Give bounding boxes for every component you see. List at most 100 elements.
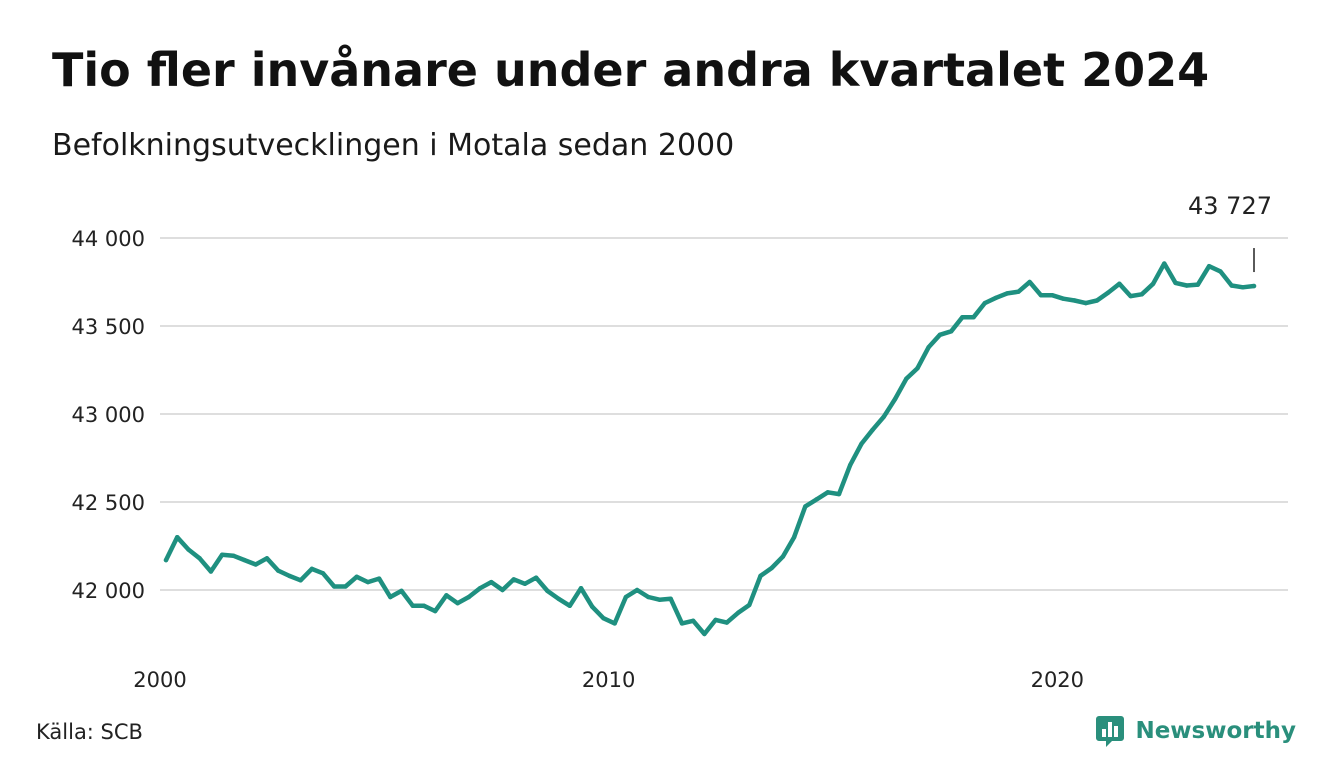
data-point xyxy=(892,396,898,402)
data-point xyxy=(960,315,965,320)
data-point xyxy=(1038,293,1044,298)
data-point xyxy=(1016,289,1021,294)
data-point xyxy=(444,593,449,598)
data-point xyxy=(1072,298,1077,303)
y-tick-label: 44 000 xyxy=(72,227,145,251)
data-point xyxy=(814,497,819,502)
data-point xyxy=(1083,300,1088,306)
data-point xyxy=(298,578,303,583)
series-line xyxy=(163,261,1257,637)
data-point xyxy=(982,300,988,306)
data-point xyxy=(1027,279,1032,285)
data-point xyxy=(1251,283,1257,289)
data-point xyxy=(320,571,326,576)
grid-lines xyxy=(160,237,1288,591)
data-point xyxy=(388,594,393,600)
data-point xyxy=(477,586,483,591)
data-point xyxy=(724,620,730,625)
data-point xyxy=(747,602,752,608)
data-point xyxy=(556,596,561,601)
data-point xyxy=(870,427,875,433)
last-value-label: 43 727 xyxy=(1188,192,1272,220)
data-point xyxy=(163,557,169,563)
data-point xyxy=(511,577,516,582)
data-point xyxy=(500,587,505,593)
data-point xyxy=(275,568,281,573)
data-point xyxy=(242,557,247,563)
brand-logo[interactable]: Newsworthy xyxy=(1095,713,1296,749)
data-point xyxy=(904,376,909,381)
chart-subtitle: Befolkningsutvecklingen i Motala sedan 2… xyxy=(52,128,735,163)
data-point xyxy=(836,491,842,497)
data-point xyxy=(1240,285,1245,290)
y-tick-label: 42 500 xyxy=(72,491,145,515)
data-point xyxy=(186,547,191,552)
data-point xyxy=(623,594,629,600)
data-point xyxy=(612,621,617,626)
data-point xyxy=(702,631,707,637)
data-point xyxy=(489,579,494,585)
data-point xyxy=(1061,296,1066,301)
data-point xyxy=(993,295,999,301)
data-point xyxy=(1184,283,1189,288)
brand-name: Newsworthy xyxy=(1135,718,1296,744)
newsworthy-logo-icon xyxy=(1096,716,1125,747)
data-point xyxy=(522,581,528,587)
data-point xyxy=(343,584,348,589)
data-point xyxy=(455,601,460,606)
data-point xyxy=(646,594,651,600)
series-layer xyxy=(163,261,1257,637)
data-point xyxy=(410,603,415,609)
data-point xyxy=(926,344,931,350)
x-tick-label: 2020 xyxy=(1031,668,1084,692)
data-point xyxy=(332,584,337,589)
data-point xyxy=(354,574,359,579)
data-point xyxy=(1128,293,1133,299)
data-point xyxy=(590,604,595,609)
data-point xyxy=(421,603,427,609)
data-point xyxy=(713,617,718,623)
data-point xyxy=(365,579,371,585)
data-point xyxy=(881,414,887,419)
data-point xyxy=(803,504,808,509)
x-tick-label: 2000 xyxy=(133,668,186,692)
data-point xyxy=(466,594,472,600)
data-point xyxy=(1150,281,1156,286)
data-point xyxy=(1229,283,1234,288)
data-point xyxy=(1218,269,1223,274)
data-point xyxy=(915,366,920,371)
data-point xyxy=(376,576,382,581)
data-point xyxy=(971,315,976,320)
source-note: Källa: SCB xyxy=(36,720,143,744)
data-point xyxy=(601,615,606,621)
data-point xyxy=(679,621,685,626)
data-point xyxy=(769,565,774,571)
last-value-annotation: 43 727 xyxy=(1188,192,1272,273)
data-point xyxy=(219,552,225,557)
data-point xyxy=(791,535,797,540)
data-point xyxy=(287,573,292,579)
data-point xyxy=(1195,282,1201,287)
data-point xyxy=(253,562,258,567)
data-point xyxy=(399,588,404,594)
data-point xyxy=(859,441,864,447)
y-tick-label: 42 000 xyxy=(72,579,145,603)
chart-title: Tio fler invånare under andra kvartalet … xyxy=(52,43,1210,97)
data-point xyxy=(948,329,954,334)
data-point xyxy=(432,608,438,614)
data-point xyxy=(197,556,202,561)
data-point xyxy=(735,610,741,616)
data-point xyxy=(1049,293,1055,298)
data-point xyxy=(533,575,539,580)
data-point xyxy=(567,603,572,609)
data-point xyxy=(657,597,662,602)
data-point xyxy=(1139,292,1145,297)
data-point xyxy=(1094,298,1100,303)
data-point xyxy=(1173,280,1178,286)
data-point xyxy=(309,566,315,572)
y-tick-label: 43 500 xyxy=(72,315,145,339)
data-point xyxy=(264,556,270,561)
y-axis-ticks: 44 000 43 500 43 000 42 500 42 000 xyxy=(72,227,145,603)
x-tick-label: 2010 xyxy=(582,668,635,692)
data-point xyxy=(1206,263,1212,269)
